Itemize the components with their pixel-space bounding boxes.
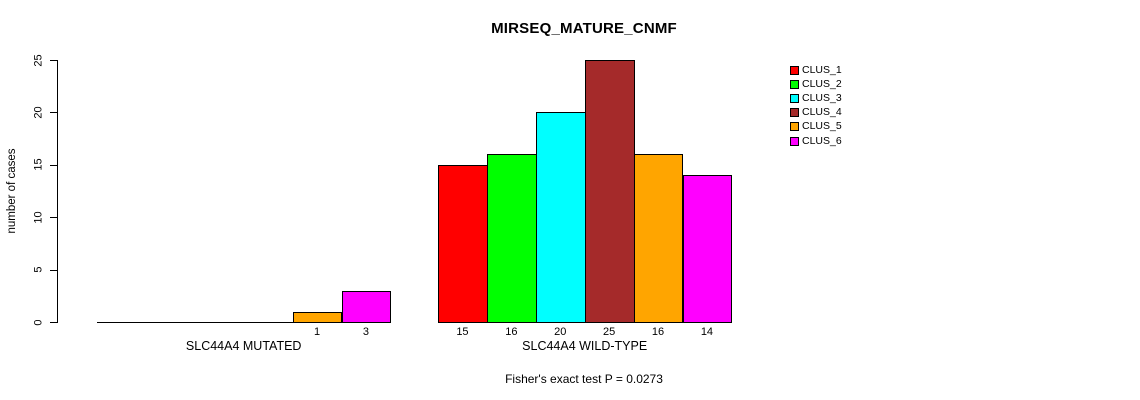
- bar-value-label: 20: [554, 326, 567, 338]
- y-axis-line: [57, 60, 58, 323]
- bar: [341, 290, 392, 323]
- legend-row: CLUS_4: [790, 106, 842, 120]
- bar-value-label: 16: [651, 326, 665, 338]
- legend-label: CLUS_2: [802, 77, 842, 90]
- bar-value-label: 1: [313, 326, 321, 338]
- y-axis-tick-label: 15: [32, 158, 45, 171]
- y-axis-tick: [50, 164, 57, 166]
- bar: [682, 175, 733, 323]
- legend-row: CLUS_1: [790, 63, 842, 77]
- bar: [438, 164, 488, 323]
- legend-row: CLUS_6: [790, 134, 842, 148]
- bar: [535, 112, 586, 323]
- legend-swatch: [790, 65, 799, 75]
- legend-row: CLUS_2: [790, 77, 842, 91]
- bar-value-label: 16: [505, 326, 518, 338]
- y-axis-tick: [50, 60, 57, 61]
- y-axis-tick: [50, 322, 57, 323]
- legend-label: CLUS_5: [802, 120, 842, 133]
- group-label: SLC44A4 MUTATED: [185, 339, 302, 353]
- bar: [292, 311, 343, 323]
- legend-label: CLUS_4: [802, 106, 842, 119]
- bar: [584, 60, 635, 323]
- legend-swatch: [790, 79, 799, 89]
- legend-row: CLUS_5: [790, 120, 842, 134]
- legend: CLUS_1 CLUS_2 CLUS_3 CLUS_4 CLUS_5 CLUS_6: [790, 63, 842, 148]
- bar-value-label: 3: [362, 326, 369, 338]
- bar: [633, 154, 684, 323]
- bar: [486, 154, 537, 323]
- y-axis-tick-label: 25: [32, 53, 45, 67]
- bar-value-label: 25: [603, 326, 616, 338]
- group-label: SLC44A4 WILD-TYPE: [522, 339, 648, 353]
- legend-label: CLUS_6: [802, 134, 842, 147]
- legend-swatch: [790, 93, 799, 103]
- y-axis-tick: [50, 112, 57, 114]
- y-axis-tick: [50, 269, 57, 271]
- y-axis-tick-label: 10: [32, 211, 45, 224]
- bar-value-label: 14: [700, 326, 714, 338]
- legend-swatch: [790, 136, 799, 146]
- y-axis-tick-label: 5: [32, 266, 45, 273]
- y-axis-tick-label: 0: [32, 318, 45, 326]
- legend-label: CLUS_3: [802, 91, 842, 104]
- chart-title: MIRSEQ_MATURE_CNMF: [491, 20, 677, 37]
- fisher-test-annotation: Fisher's exact test P = 0.0273: [505, 372, 663, 386]
- legend-label: CLUS_1: [802, 63, 842, 76]
- bar-value-label: 15: [456, 326, 469, 338]
- y-axis-tick: [50, 217, 57, 219]
- y-axis-tick-label: 20: [32, 106, 45, 119]
- legend-swatch: [790, 108, 799, 118]
- x-axis-baseline: [97, 322, 392, 323]
- legend-swatch: [790, 122, 799, 132]
- legend-row: CLUS_3: [790, 91, 842, 105]
